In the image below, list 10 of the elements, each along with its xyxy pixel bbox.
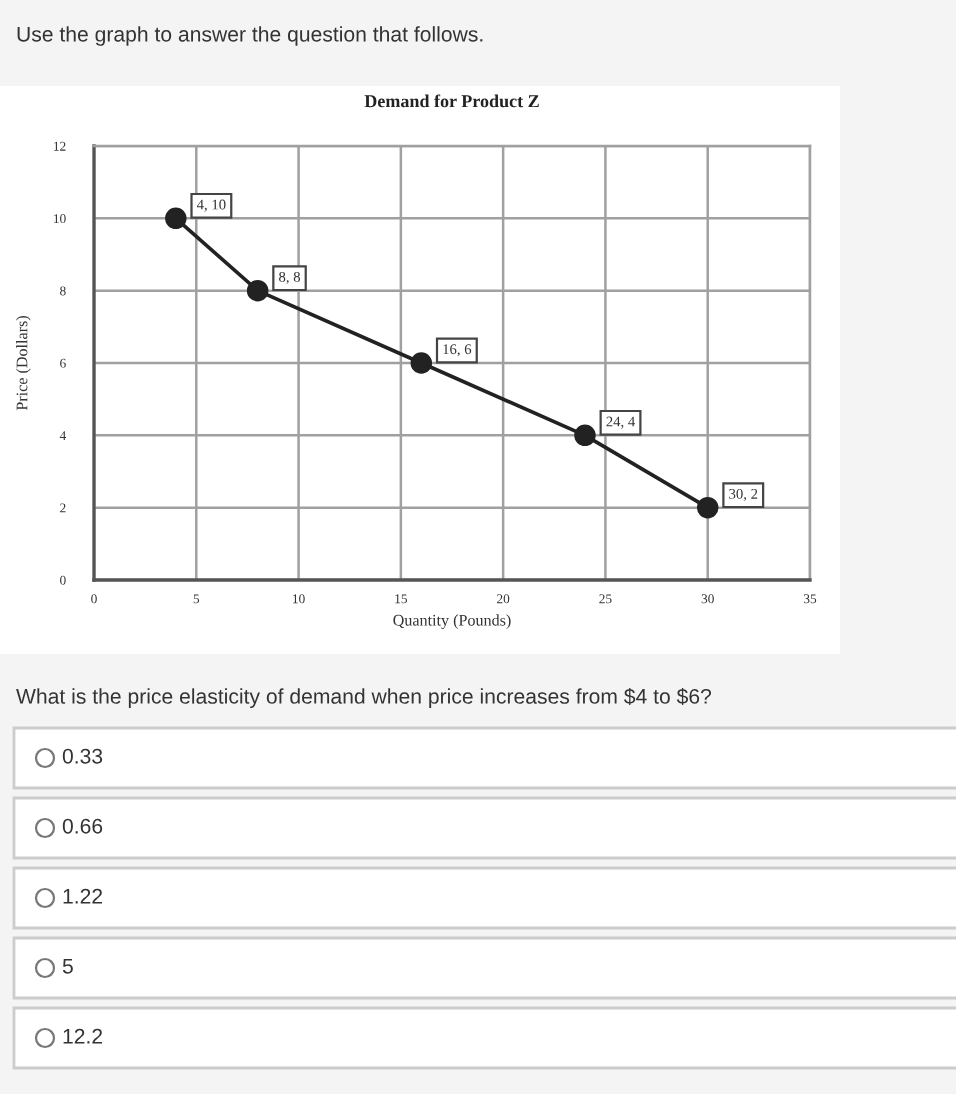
text: What is the price elasticity of demand when price increases from $4 to $6? [16,688,712,708]
y-axis-title: Price (Dollars) [16,316,31,411]
text: Use the graph to answer the question that follows. [17,26,483,46]
text: 0.66 [62,818,103,834]
x-axis-title: Quantity (Pounds) [393,614,511,629]
text: 0.33 [62,748,103,764]
chart-title: Demand for Product Z [364,94,539,108]
text: 1.22 [63,888,103,904]
text: 5 [62,958,73,974]
text: 12.2 [63,1028,103,1044]
